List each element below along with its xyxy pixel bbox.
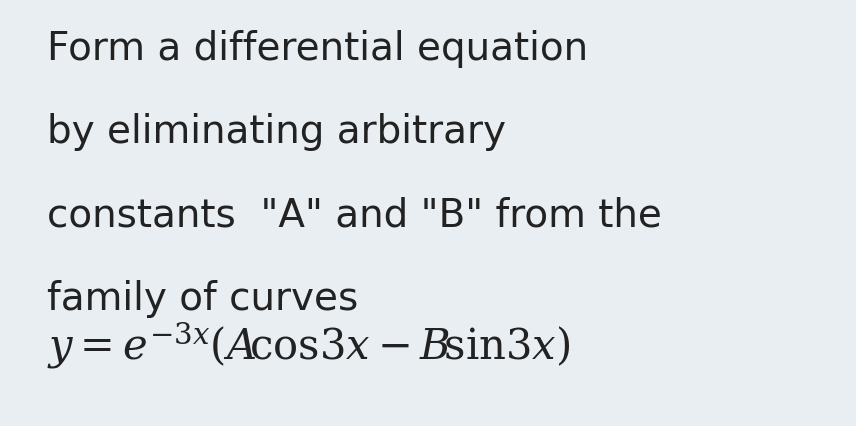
Text: constants  "A" and "B" from the: constants "A" and "B" from the bbox=[47, 196, 662, 234]
Text: Form a differential equation: Form a differential equation bbox=[47, 30, 588, 68]
Text: family of curves: family of curves bbox=[47, 279, 359, 317]
Text: by eliminating arbitrary: by eliminating arbitrary bbox=[47, 113, 506, 151]
Text: $y = e^{-3x}(A\!\cos\!3x - B\!\sin\!3x)$: $y = e^{-3x}(A\!\cos\!3x - B\!\sin\!3x)$ bbox=[47, 320, 570, 371]
